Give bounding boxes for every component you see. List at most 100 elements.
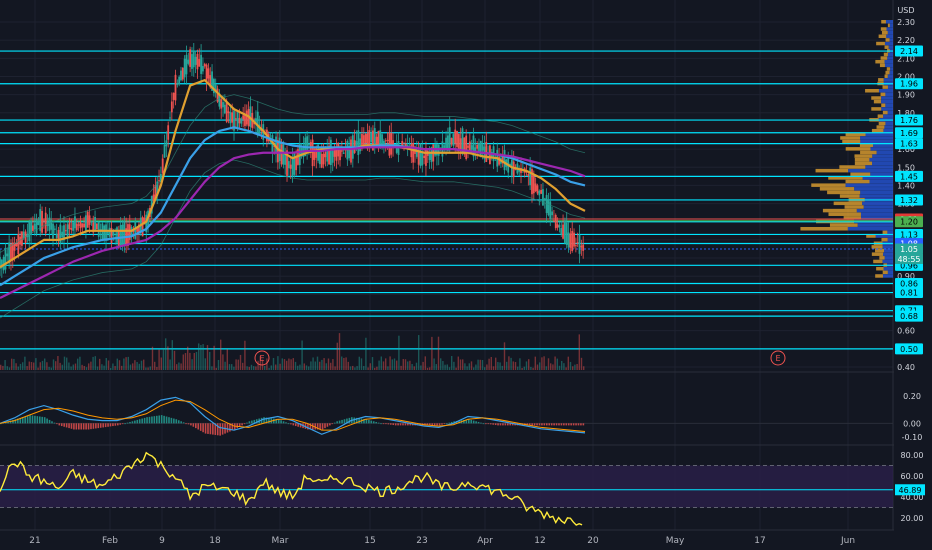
level-tag[interactable]: 0.68 <box>895 310 923 322</box>
volume-bar <box>325 363 327 370</box>
macd-tick-label: -0.10 <box>902 433 923 442</box>
macd-histogram-bar <box>458 420 460 424</box>
level-tag[interactable]: 0.86 <box>895 277 923 289</box>
candle-body <box>326 149 329 162</box>
rsi-panel <box>0 451 893 526</box>
macd-histogram-bar <box>109 423 112 427</box>
level-tag-label: 1.05 <box>900 245 918 254</box>
vp-bar-down <box>865 165 893 169</box>
macd-histogram-bar <box>214 423 217 435</box>
macd-histogram-bar <box>21 417 24 424</box>
level-tag[interactable]: 1.63 <box>895 138 923 150</box>
volume-bar <box>279 363 281 370</box>
level-tag[interactable]: 1.69 <box>895 127 923 139</box>
time-tick-label: 12 <box>534 536 545 546</box>
candle-body <box>218 93 221 107</box>
level-tag[interactable]: 1.96 <box>895 78 923 90</box>
volume-bar <box>136 361 138 370</box>
candle-body <box>136 228 139 232</box>
macd-histogram-bar <box>433 423 436 426</box>
candle-body <box>287 161 290 169</box>
price-axis[interactable]: 2.302.202.102.001.901.801.701.601.501.40… <box>894 0 932 550</box>
macd-histogram-bar <box>85 423 87 430</box>
level-tag[interactable]: 1.45 <box>895 170 923 182</box>
volume-bar <box>435 364 437 370</box>
vp-bar-up <box>866 234 876 238</box>
level-tag-label: 1.76 <box>900 116 918 125</box>
level-tag[interactable]: 1.32 <box>895 194 923 206</box>
macd-histogram-bar <box>477 421 480 424</box>
earnings-marker[interactable]: E <box>770 350 786 366</box>
candle-body <box>4 247 7 270</box>
candle-body <box>150 195 153 214</box>
macd-signal-line <box>0 399 586 433</box>
vp-bar-down <box>885 20 893 24</box>
candle-body <box>549 201 552 220</box>
volume-bar <box>235 359 237 370</box>
candle-body <box>430 147 433 163</box>
candle-body <box>527 174 530 176</box>
volume-bar <box>211 366 213 370</box>
volume-bar <box>228 364 231 370</box>
volume-bar <box>44 358 46 370</box>
time-axis[interactable]: 21 Feb 9 18 Mar 15 23 Apr 12 20 May 17 Jun <box>29 536 855 546</box>
candle-body <box>542 189 544 206</box>
candle-body <box>457 134 460 152</box>
volume-bar <box>545 366 547 370</box>
volume-bar <box>127 356 129 370</box>
macd-histogram-bar <box>236 423 239 429</box>
macd-histogram-bar <box>463 419 465 424</box>
candle-body <box>180 70 182 81</box>
volume-bar <box>510 357 512 370</box>
vp-bar-down <box>882 245 893 249</box>
volume-bar <box>88 363 90 370</box>
volume-bar <box>475 364 477 370</box>
macd-histogram-bar <box>353 417 356 424</box>
macd-histogram-bar <box>12 419 14 424</box>
candle-body <box>74 216 76 229</box>
level-tag[interactable]: 1.20 <box>895 216 923 228</box>
candle-body <box>15 243 18 247</box>
candle-body <box>35 219 38 234</box>
macd-histogram-bar <box>14 419 17 424</box>
level-tag[interactable]: 2.14 <box>895 45 923 57</box>
volume-bar <box>189 352 191 370</box>
volume-bar <box>110 367 112 370</box>
macd-histogram-bar <box>399 423 402 426</box>
vp-bar-down <box>887 230 893 235</box>
volume-bar <box>41 360 44 370</box>
earnings-marker[interactable]: E <box>254 350 270 366</box>
volume-bar <box>330 362 332 370</box>
level-tag[interactable]: 0.81 <box>895 287 923 299</box>
candle-body <box>63 225 65 241</box>
level-tag[interactable]: 0.50 <box>895 343 923 355</box>
candle-body <box>33 223 36 230</box>
candle-body <box>366 133 369 149</box>
macd-histogram-bar <box>255 419 258 424</box>
volume-bar <box>30 362 33 370</box>
volume-bar <box>492 366 495 370</box>
macd-histogram-bar <box>160 415 163 424</box>
level-tag[interactable]: 1.13 <box>895 228 923 240</box>
volume-bar <box>376 366 378 370</box>
candle-body <box>328 145 330 165</box>
level-tag-label: 1.13 <box>900 230 918 239</box>
candle-body <box>463 137 466 155</box>
volume-bar <box>514 362 517 370</box>
candle-body <box>571 231 574 251</box>
volume-bar <box>462 359 464 370</box>
candle-body <box>189 49 192 67</box>
vp-bar-down <box>872 154 893 158</box>
candle-body <box>242 115 245 120</box>
candle-body <box>196 54 199 70</box>
vp-bar-up <box>871 107 882 111</box>
volume-bar <box>290 359 292 370</box>
level-tag[interactable]: 1.76 <box>895 114 923 126</box>
level-tag[interactable]: 1.05 <box>895 243 923 255</box>
volume-bar <box>63 356 66 370</box>
candle-body <box>565 222 568 245</box>
candle-body <box>103 225 106 240</box>
candle-body <box>465 135 468 159</box>
